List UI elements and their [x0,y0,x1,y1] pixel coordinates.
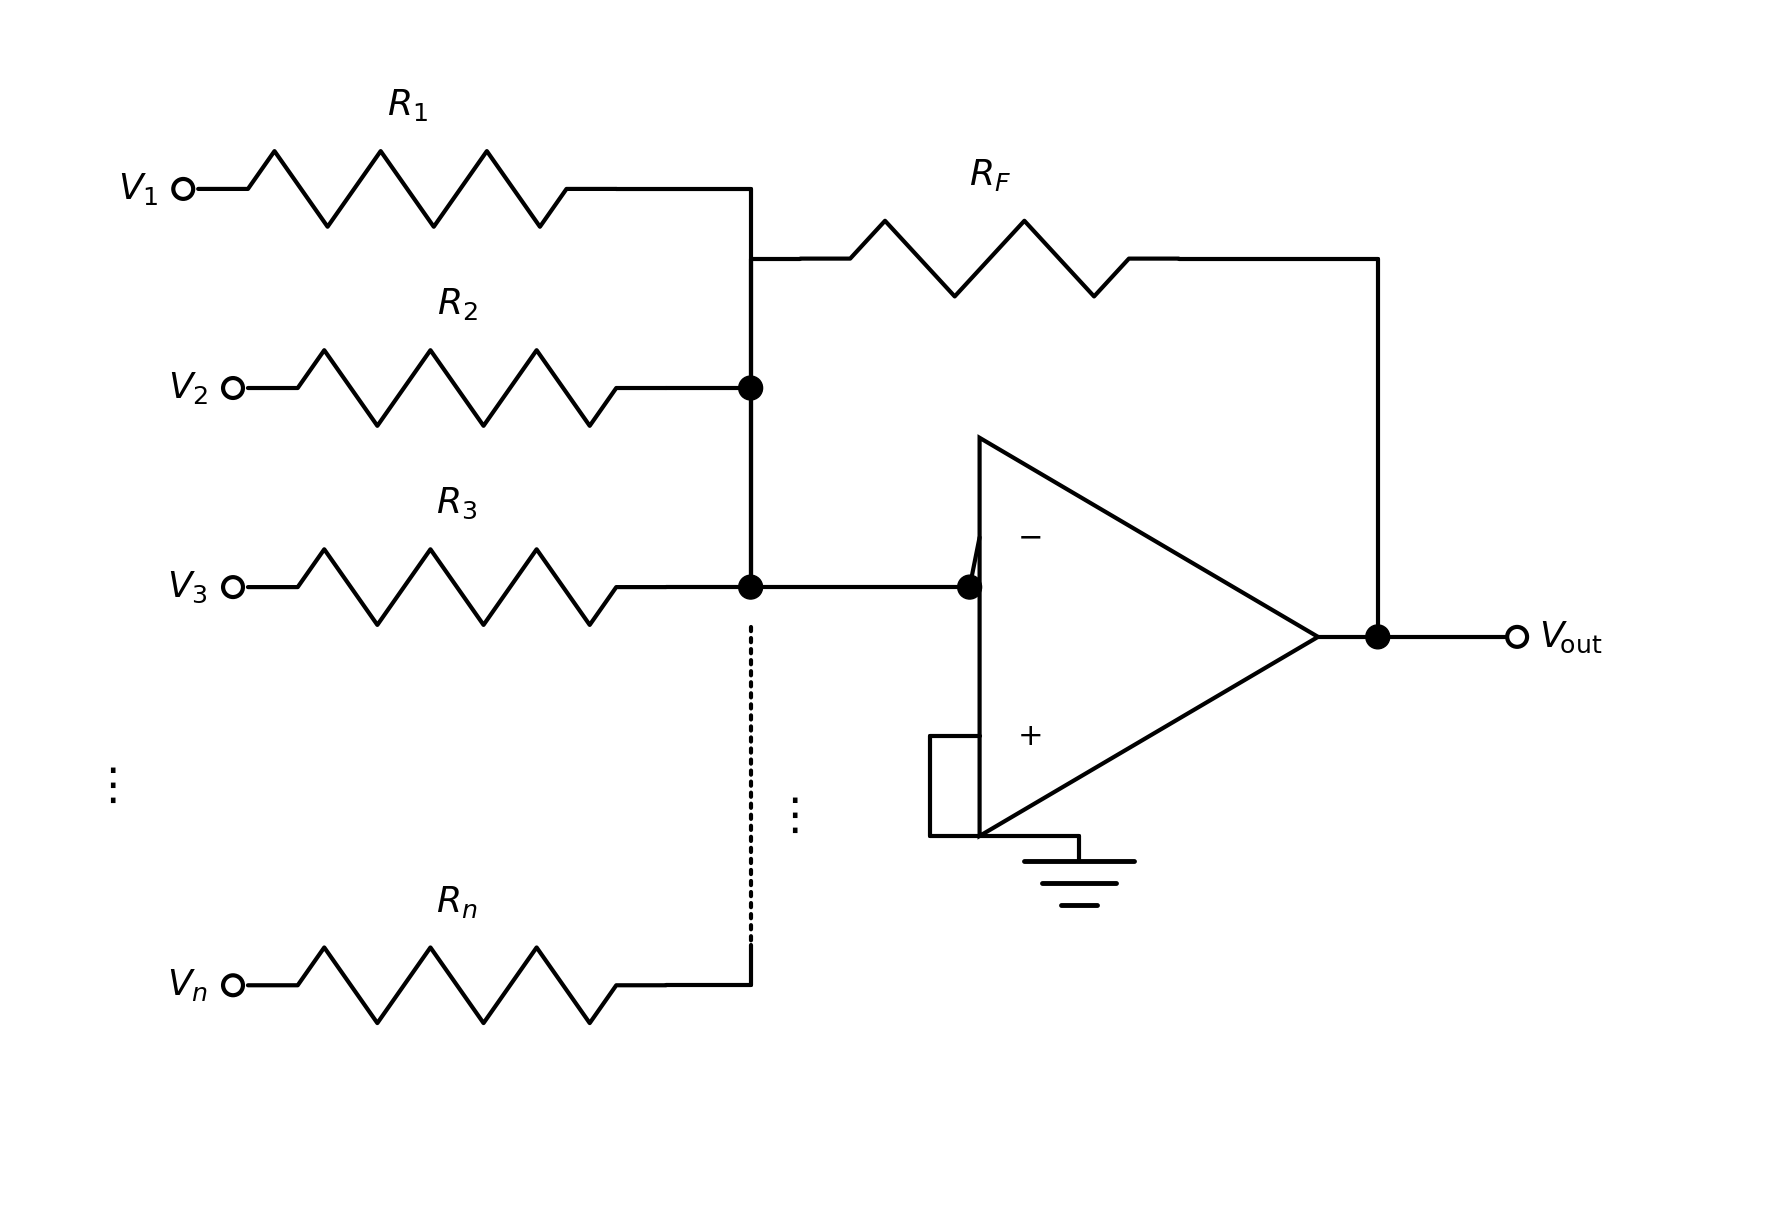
Circle shape [222,378,242,398]
Circle shape [1508,627,1527,646]
Circle shape [958,576,981,599]
Circle shape [222,577,242,598]
Circle shape [1365,624,1390,649]
Text: $\vdots$: $\vdots$ [91,764,117,808]
Text: $V_n$: $V_n$ [167,968,208,1003]
Text: $+$: $+$ [1016,720,1041,752]
Text: $R_n$: $R_n$ [436,884,477,920]
Circle shape [173,179,194,198]
Text: $-$: $-$ [1016,522,1041,553]
Text: $R_1$: $R_1$ [386,88,427,123]
Text: $V_{\!\mathrm{out}}$: $V_{\!\mathrm{out}}$ [1540,619,1602,655]
Text: $V_3$: $V_3$ [167,570,208,605]
Circle shape [739,376,762,400]
Text: $\vdots$: $\vdots$ [773,795,799,837]
Text: $V_1$: $V_1$ [117,170,158,207]
Circle shape [222,975,242,996]
Text: $V_2$: $V_2$ [167,370,208,406]
Circle shape [739,576,762,599]
Text: $R_F$: $R_F$ [968,157,1011,194]
Text: $R_3$: $R_3$ [436,486,477,521]
Text: $R_2$: $R_2$ [436,286,477,323]
